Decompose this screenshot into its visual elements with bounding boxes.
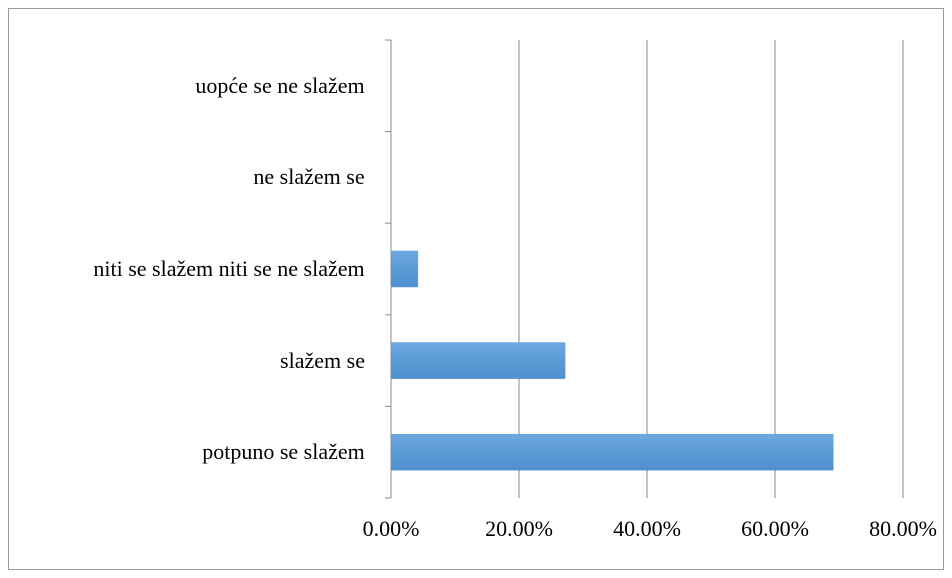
y-tick-label: niti se slažem niti se ne slažem bbox=[93, 256, 365, 281]
x-tick-label: 20.00% bbox=[485, 516, 553, 541]
bar bbox=[390, 433, 834, 471]
chart-border bbox=[8, 8, 944, 570]
y-tick-label: potpuno se slažem bbox=[202, 439, 365, 465]
x-tick-label: 80.00% bbox=[869, 516, 937, 541]
bar bbox=[390, 342, 566, 379]
y-tick-label: slažem se bbox=[280, 347, 365, 373]
x-tick-label: 0.00% bbox=[363, 516, 420, 541]
bar bbox=[390, 250, 419, 288]
y-tick-label: uopće se ne slažem bbox=[195, 72, 365, 98]
x-tick-label: 40.00% bbox=[613, 516, 681, 541]
y-tick-label: ne slažem se bbox=[253, 164, 365, 190]
x-tick-label: 60.00% bbox=[741, 516, 809, 541]
